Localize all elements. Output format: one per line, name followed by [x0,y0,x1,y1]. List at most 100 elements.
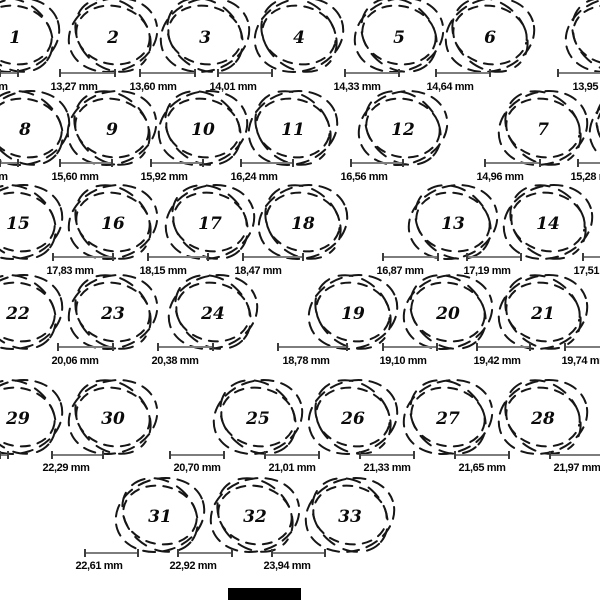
ring-size-number: 32 [243,507,267,527]
diameter-label: 14,64 mm [426,81,474,93]
ring-circle-swirl [157,90,249,166]
ring-circle-swirl [0,0,61,73]
ring-size-number: 27 [436,409,460,429]
diameter-label: 14,01 mm [209,81,257,93]
ring-circle-swirl [307,379,399,455]
diameter-label: m [0,81,8,93]
measurement-line [59,159,113,167]
ring-circle-swirl [257,184,349,260]
ring-circle-swirl [67,274,159,350]
ring-size-number: 15 [6,214,30,234]
ring-circle-swirl [67,379,159,455]
diameter-label: 18,78 mm [282,355,330,367]
ring-size-number: 13 [441,214,465,234]
diameter-label: 19,10 mm [379,355,427,367]
diameter-label: 16,87 mm [376,265,424,277]
ring-circle-swirl [167,274,259,350]
measurement-line [466,253,522,261]
diameter-label: 15,92 mm [140,171,188,183]
measurement-line [277,343,348,351]
measurement-line [454,451,510,459]
measurement-line [169,451,225,459]
bottom-bar-fragment [228,588,301,600]
diameter-label: 14,96 mm [476,171,524,183]
measurement-line [484,159,541,167]
measurement-line [344,69,400,77]
measurement-line [382,253,439,261]
diameter-label: 16,56 mm [340,171,388,183]
ring-size-number: 33 [338,507,362,527]
ring-circle-swirl [212,379,304,455]
ring-size-number: 8 [19,120,31,140]
ring-size-number: 12 [391,120,415,140]
ring-circle-swirl [0,379,64,455]
ring-circle-swirl [502,184,594,260]
diameter-label: 22,61 mm [75,560,123,572]
diameter-label: 21,65 mm [458,462,506,474]
measurement-line [157,343,214,351]
ring-circle-swirl [564,0,600,73]
diameter-label: 17,19 mm [463,265,511,277]
ring-size-number: 16 [101,214,125,234]
measurement-line [150,159,204,167]
measurement-line [57,343,114,351]
measurement-line [0,69,19,77]
ring-circle-swirl [247,90,339,166]
diameter-label: 23,94 mm [263,560,311,572]
measurement-line [59,69,116,77]
measurement-line [564,343,600,351]
ring-size-number: 10 [191,120,215,140]
ring-circle-swirl [402,274,494,350]
ring-circle-swirl [209,477,301,553]
ring-size-number: 20 [436,304,460,324]
ring-size-number: 26 [341,409,365,429]
diameter-label: 20,06 mm [51,355,99,367]
ring-circle-swirl [304,477,396,553]
diameter-label: 18,15 mm [139,265,187,277]
diameter-label: 21,33 mm [363,462,411,474]
measurement-line [217,69,273,77]
ring-circle-swirl [588,90,600,166]
measurement-line [51,451,104,459]
ring-circle-swirl [0,90,71,166]
measurement-line [582,253,600,261]
measurement-line [84,549,139,557]
ring-size-number: 6 [484,28,496,48]
ring-circle-swirl [0,184,64,260]
ring-size-number: 1 [9,28,21,48]
diameter-label: 13,27 mm [50,81,98,93]
diameter-label: 22,92 mm [169,560,217,572]
ring-size-number: 17 [198,214,222,234]
ring-circle-swirl [497,379,589,455]
ring-circle-swirl [497,90,589,166]
ring-size-number: 2 [107,28,119,48]
diameter-label: 13,60 mm [129,81,177,93]
ring-size-number: 24 [201,304,225,324]
diameter-label: 16,24 mm [230,171,278,183]
ring-size-number: 21 [531,304,555,324]
measurement-line [557,69,600,77]
measurement-line [271,549,326,557]
measurement-line [177,549,233,557]
diameter-label: 13,95 mm [572,81,600,93]
ring-size-number: 9 [106,120,118,140]
diameter-label: 21,01 mm [268,462,316,474]
ring-circle-swirl [444,0,536,73]
measurement-line [139,69,196,77]
ring-size-number: 22 [6,304,30,324]
measurement-line [359,451,415,459]
ring-size-number: 28 [531,409,555,429]
measurement-line [264,451,320,459]
diameter-label: 20,38 mm [151,355,199,367]
measurement-line [350,159,404,167]
diameter-label: 22,29 mm [42,462,90,474]
measurement-line [0,451,9,459]
ring-circle-swirl [159,0,251,73]
ring-size-number: 25 [246,409,270,429]
ring-size-number: 5 [393,28,405,48]
ring-size-number: 29 [6,409,30,429]
diameter-label: 17,51 mm [573,265,600,277]
measurement-line [577,159,600,167]
ring-circle-swirl [0,274,64,350]
